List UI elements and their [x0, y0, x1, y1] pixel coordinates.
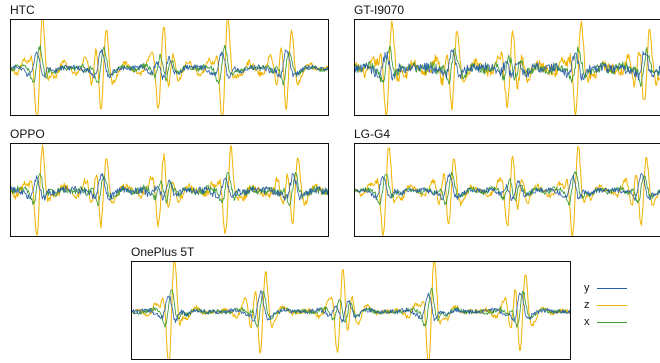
- legend-label-x: x: [584, 316, 590, 328]
- series-line-x: [132, 287, 570, 328]
- panel-title-htc: HTC: [10, 3, 35, 17]
- panel-title-gt-i9070: GT-I9070: [354, 3, 405, 17]
- signal-plot-oneplus-5t: [132, 262, 570, 359]
- legend-label-y: y: [584, 282, 590, 294]
- panel-title-lg-g4: LG-G4: [354, 127, 391, 141]
- legend-swatch-z: [597, 305, 627, 306]
- series-line-y: [11, 173, 328, 201]
- series-line-z: [132, 262, 570, 359]
- legend: y z x: [584, 281, 658, 332]
- signal-plot-htc: [11, 20, 328, 115]
- legend-swatch-x: [597, 322, 627, 323]
- legend-entry-x: x: [584, 315, 658, 332]
- series-line-z: [11, 144, 328, 236]
- legend-label-z: z: [584, 299, 590, 311]
- signal-plot-oppo: [11, 144, 328, 236]
- panel-gt-i9070: [354, 19, 660, 116]
- series-line-z: [11, 20, 328, 115]
- series-line-y: [132, 290, 570, 323]
- panel-lg-g4: [354, 143, 660, 237]
- legend-entry-y: y: [584, 281, 658, 298]
- signal-plot-gt-i9070: [355, 20, 660, 115]
- panel-oneplus-5t: [131, 261, 571, 360]
- legend-swatch-y: [597, 288, 627, 289]
- series-line-y: [11, 49, 328, 80]
- panel-title-oneplus-5t: OnePlus 5T: [131, 245, 195, 259]
- series-line-y: [355, 173, 660, 201]
- panel-htc: [10, 19, 329, 116]
- panel-title-oppo: OPPO: [10, 127, 45, 141]
- series-line-z: [355, 146, 660, 236]
- signal-plot-lg-g4: [355, 146, 660, 236]
- panel-oppo: [10, 143, 329, 237]
- series-line-y: [355, 49, 660, 81]
- legend-entry-z: z: [584, 298, 658, 315]
